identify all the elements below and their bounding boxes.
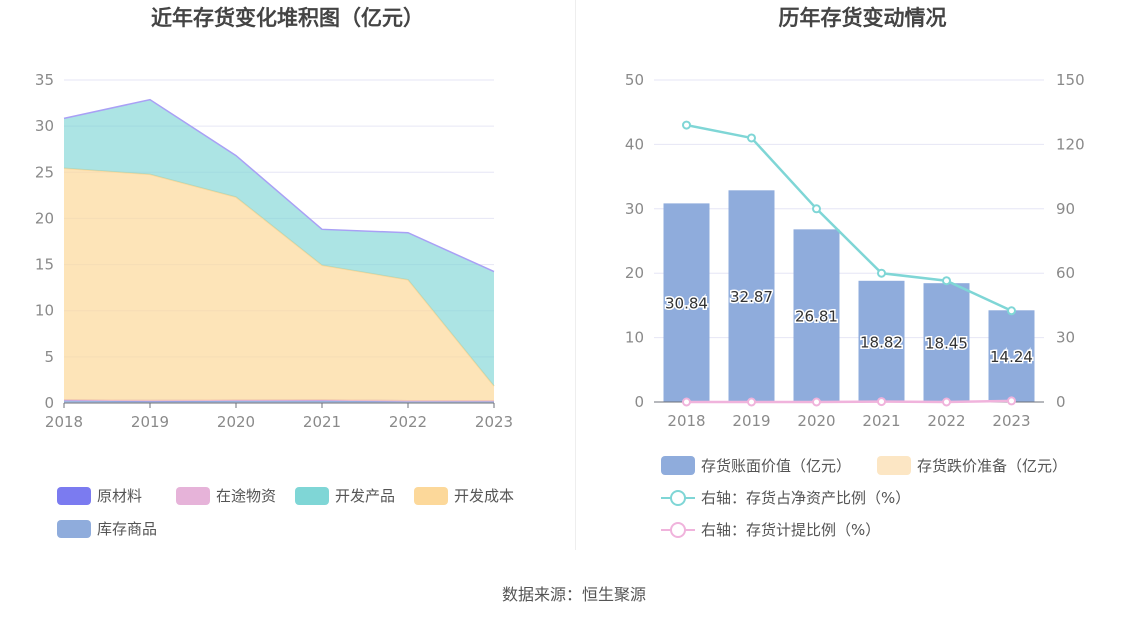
- bar-value-label: 26.81: [795, 308, 838, 326]
- y-tick-label: 50: [625, 71, 644, 89]
- x-tick-label: 2022: [389, 413, 427, 431]
- legend-label: 存货跌价准备（亿元）: [917, 457, 1067, 475]
- legend-swatch: [57, 487, 91, 505]
- right-chart-panel: 历年存货变动情况 0 10 20 30 40 50 0 30 60 90 120 150 30.84 32…: [577, 0, 1148, 550]
- y-tick-label: 40: [625, 135, 644, 153]
- x-tick-label: 2021: [303, 413, 341, 431]
- bar-value-label: 18.45: [925, 335, 968, 353]
- line-右轴：存货占净资产比例（%）: [686, 123, 1013, 312]
- area-开发产品: [64, 99, 494, 387]
- x-tick-label: 2019: [131, 413, 169, 431]
- y-tick-label: 10: [35, 302, 54, 320]
- x-tick-label: 2021: [862, 412, 900, 430]
- bar-2019: [728, 190, 775, 402]
- y-tick-label: 15: [35, 256, 54, 274]
- legend-marker: [670, 490, 686, 506]
- legend-swatch: [57, 520, 91, 538]
- legend-swatch: [661, 456, 695, 475]
- legend-label: 开发产品: [335, 487, 395, 505]
- y-tick-label: 20: [625, 264, 644, 282]
- y-tick-label: 5: [44, 348, 54, 366]
- x-tick-label: 2023: [992, 412, 1030, 430]
- x-tick-label: 2018: [45, 413, 83, 431]
- bar-value-label: 18.82: [860, 333, 903, 351]
- legend-label: 在途物资: [216, 487, 276, 505]
- line-point: [877, 397, 886, 407]
- y-tick-label: 10: [625, 329, 644, 347]
- legend-label: 右轴：存货计提比例（%）: [701, 521, 880, 539]
- line-右轴：存货计提比例（%）: [686, 399, 1012, 404]
- legend-marker: [670, 522, 686, 538]
- x-tick-label: 2022: [927, 412, 965, 430]
- bar-2021: [858, 280, 905, 402]
- legend-label: 右轴：存货占净资产比例（%）: [701, 489, 910, 507]
- stacked-area-chart: 0 5 10 15 20 25 30 35 2018 2019 2020 2021 2022 2023 原材…: [35, 71, 514, 538]
- bar-value-label: 14.24: [990, 348, 1033, 366]
- left-chart-title: 近年存货变化堆积图（亿元）: [151, 6, 424, 30]
- x-tick-label: 2023: [475, 413, 513, 431]
- right-chart-title: 历年存货变动情况: [778, 6, 947, 30]
- panel-divider: [575, 0, 576, 550]
- legend-swatch: [295, 487, 329, 505]
- area-edge-开发产品: [63, 98, 495, 273]
- line-point: [942, 276, 951, 286]
- line-point: [1007, 396, 1016, 406]
- x-tick-label: 2020: [217, 413, 255, 431]
- line-point: [747, 133, 756, 143]
- bar-value-label: 32.87: [730, 288, 773, 306]
- x-tick-label: 2019: [732, 412, 770, 430]
- y2-tick-label: 30: [1056, 329, 1075, 347]
- bar-2018: [663, 203, 710, 402]
- y-tick-label: 0: [44, 394, 54, 412]
- line-point: [682, 120, 691, 130]
- area-开发成本: [64, 168, 494, 401]
- line-point: [682, 397, 691, 407]
- line-point: [747, 397, 756, 407]
- legend-swatch: [176, 487, 210, 505]
- line-point: [812, 397, 821, 407]
- legend-label: 开发成本: [454, 487, 514, 505]
- line-point: [812, 204, 821, 214]
- bar-2020: [793, 229, 840, 402]
- y-tick-label: 0: [634, 393, 644, 411]
- legend-swatch: [877, 456, 911, 475]
- y2-tick-label: 60: [1056, 264, 1075, 282]
- x-tick-label: 2020: [797, 412, 835, 430]
- legend-swatch: [414, 487, 448, 505]
- y-tick-label: 30: [625, 200, 644, 218]
- y2-tick-label: 0: [1056, 393, 1066, 411]
- y2-tick-label: 150: [1056, 71, 1085, 89]
- left-chart-panel: 近年存货变化堆积图（亿元） 0 5 10 15 20 25 30 35 2018 2019 2020…: [0, 0, 575, 550]
- line-point: [942, 397, 951, 407]
- bar-line-combo-chart: 0 10 20 30 40 50 0 30 60 90 120 150 30.84 32.87 26.81 1…: [625, 71, 1085, 539]
- x-tick-label: 2018: [667, 412, 705, 430]
- data-source-note: 数据来源：恒生聚源: [501, 585, 646, 604]
- line-point: [877, 268, 886, 278]
- y-tick-label: 30: [35, 117, 54, 135]
- legend-label: 存货账面价值（亿元）: [701, 457, 851, 475]
- line-point: [1007, 306, 1016, 316]
- y-tick-label: 25: [35, 163, 54, 181]
- y-tick-label: 20: [35, 209, 54, 227]
- legend-label: 原材料: [97, 487, 142, 505]
- bar-2022: [923, 283, 970, 402]
- bar-value-label: 30.84: [665, 295, 708, 313]
- y-tick-label: 35: [35, 71, 54, 89]
- legend-label: 库存商品: [97, 520, 157, 538]
- bar-2023: [988, 310, 1035, 402]
- y2-tick-label: 90: [1056, 200, 1075, 218]
- y2-tick-label: 120: [1056, 135, 1085, 153]
